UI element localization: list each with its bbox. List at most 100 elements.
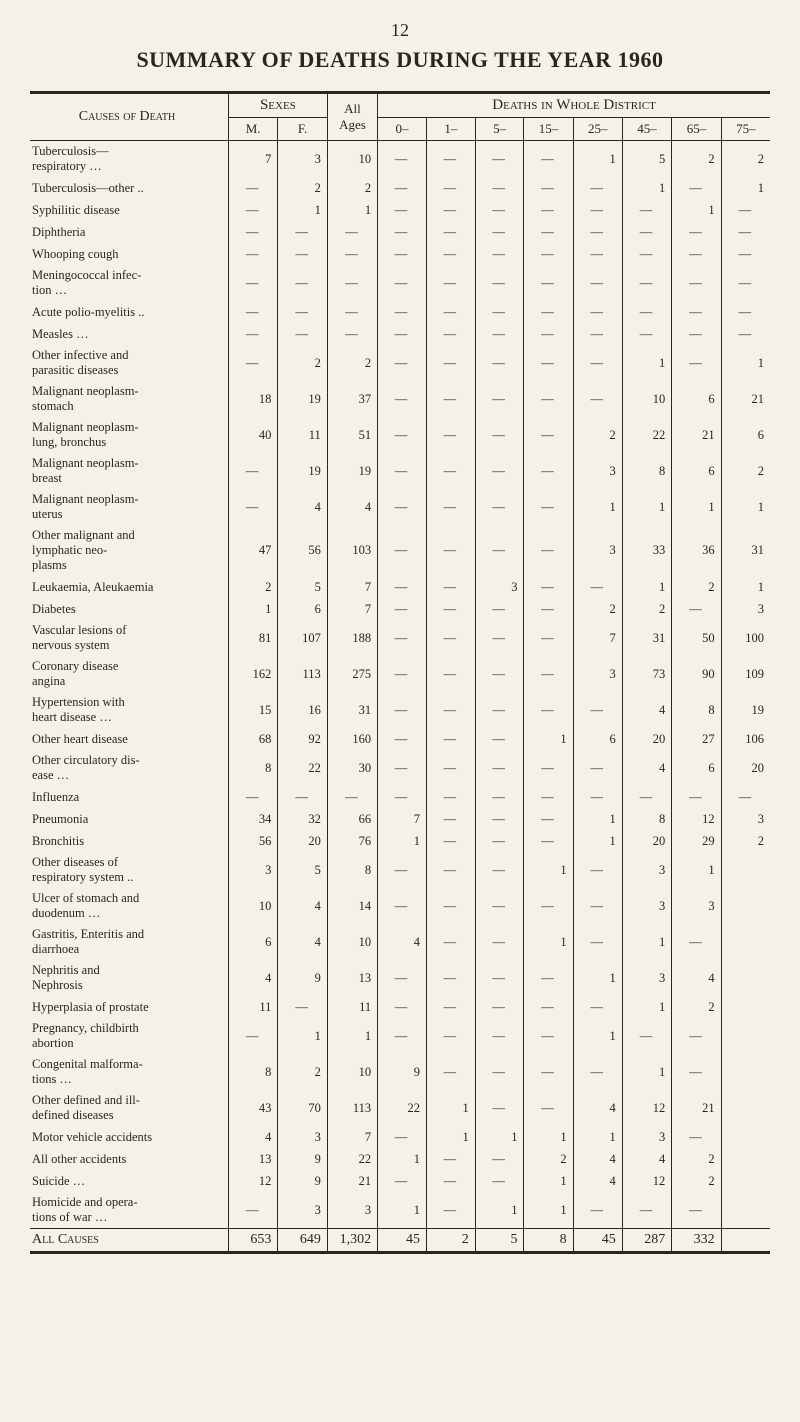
cell — [721, 924, 770, 960]
cell: — — [475, 728, 524, 750]
cell: — — [426, 141, 475, 178]
cell: — — [475, 243, 524, 265]
cell: 92 — [278, 728, 327, 750]
cell: — — [378, 345, 427, 381]
cell: — — [475, 1090, 524, 1126]
cell: 3 — [622, 960, 671, 996]
cause-label: Pneumonia — [30, 808, 228, 830]
cell: — — [524, 1054, 573, 1090]
table-row: Other circulatory dis- ease …82230—————4… — [30, 750, 770, 786]
cell — [721, 1054, 770, 1090]
table-row: Other defined and ill- defined diseases4… — [30, 1090, 770, 1126]
total-a0: 45 — [378, 1229, 427, 1253]
cell: 3 — [475, 576, 524, 598]
table-row: Suicide …12921———14122 — [30, 1170, 770, 1192]
cell: — — [672, 265, 721, 301]
cell: — — [378, 199, 427, 221]
cell: 37 — [327, 381, 377, 417]
cell: 10 — [327, 924, 377, 960]
cell: 22 — [278, 750, 327, 786]
cell: 73 — [622, 656, 671, 692]
cause-label: Vascular lesions of nervous system — [30, 620, 228, 656]
cell: 21 — [672, 417, 721, 453]
cause-label: Malignant neoplasm- lung, bronchus — [30, 417, 228, 453]
cell: — — [475, 808, 524, 830]
cell: 4 — [622, 1148, 671, 1170]
table-row: Measles …——————————— — [30, 323, 770, 345]
cell: 6 — [278, 598, 327, 620]
cell: 3 — [278, 1126, 327, 1148]
cell: 8 — [228, 1054, 277, 1090]
cell: — — [228, 786, 277, 808]
cell: — — [672, 598, 721, 620]
table-row: Malignant neoplasm- lung, bronchus401151… — [30, 417, 770, 453]
cell: — — [524, 750, 573, 786]
cell: 10 — [622, 381, 671, 417]
cause-label: Suicide … — [30, 1170, 228, 1192]
cell: 4 — [573, 1090, 622, 1126]
cell: 1 — [622, 1054, 671, 1090]
total-a5: 287 — [622, 1229, 671, 1253]
cell: 3 — [622, 1126, 671, 1148]
cell — [721, 1090, 770, 1126]
cell: — — [573, 1192, 622, 1229]
cell: — — [524, 888, 573, 924]
total-a4: 45 — [573, 1229, 622, 1253]
cell: — — [524, 453, 573, 489]
cell: — — [426, 525, 475, 576]
cell: 7 — [327, 576, 377, 598]
cell: 13 — [228, 1148, 277, 1170]
cell: — — [475, 830, 524, 852]
total-row: All Causes 653 649 1,302 45 2 5 8 45 287… — [30, 1229, 770, 1253]
cell: — — [378, 786, 427, 808]
cell: — — [672, 1054, 721, 1090]
cell: 1 — [475, 1126, 524, 1148]
cell: — — [278, 786, 327, 808]
cell: 1 — [524, 924, 573, 960]
cell — [721, 1148, 770, 1170]
cell: 4 — [278, 924, 327, 960]
cell: — — [426, 265, 475, 301]
cell: — — [228, 199, 277, 221]
cell: — — [573, 221, 622, 243]
cell: 7 — [573, 620, 622, 656]
total-label: All Causes — [30, 1229, 228, 1253]
cell: 12 — [622, 1170, 671, 1192]
cell: — — [573, 345, 622, 381]
cell: — — [426, 1018, 475, 1054]
cell: — — [426, 620, 475, 656]
cell: 1 — [622, 345, 671, 381]
table-row: Influenza——————————— — [30, 786, 770, 808]
cell: 47 — [228, 525, 277, 576]
cell: — — [426, 1170, 475, 1192]
cell: — — [426, 750, 475, 786]
cause-label: Tuberculosis—other .. — [30, 177, 228, 199]
cell: 6 — [672, 453, 721, 489]
cell: 4 — [228, 1126, 277, 1148]
cell: — — [228, 1192, 277, 1229]
table-row: Other infective and parasitic diseases—2… — [30, 345, 770, 381]
cell: — — [228, 489, 277, 525]
cell: 10 — [228, 888, 277, 924]
table-row: Motor vehicle accidents437—11113— — [30, 1126, 770, 1148]
cell: — — [426, 177, 475, 199]
cell: — — [524, 576, 573, 598]
cell: 3 — [573, 525, 622, 576]
header-age-1: 1– — [426, 118, 475, 141]
cell: — — [378, 750, 427, 786]
total-m: 653 — [228, 1229, 277, 1253]
cell: — — [228, 1018, 277, 1054]
cell: — — [278, 265, 327, 301]
cell: — — [475, 786, 524, 808]
cell: — — [426, 576, 475, 598]
cell: 70 — [278, 1090, 327, 1126]
cell: 1 — [622, 996, 671, 1018]
cell: 4 — [672, 960, 721, 996]
cell: 103 — [327, 525, 377, 576]
cell: — — [573, 301, 622, 323]
cell: — — [573, 750, 622, 786]
cell: 1 — [622, 924, 671, 960]
total-a7 — [721, 1229, 770, 1253]
cell: 31 — [721, 525, 770, 576]
cell: 20 — [622, 728, 671, 750]
